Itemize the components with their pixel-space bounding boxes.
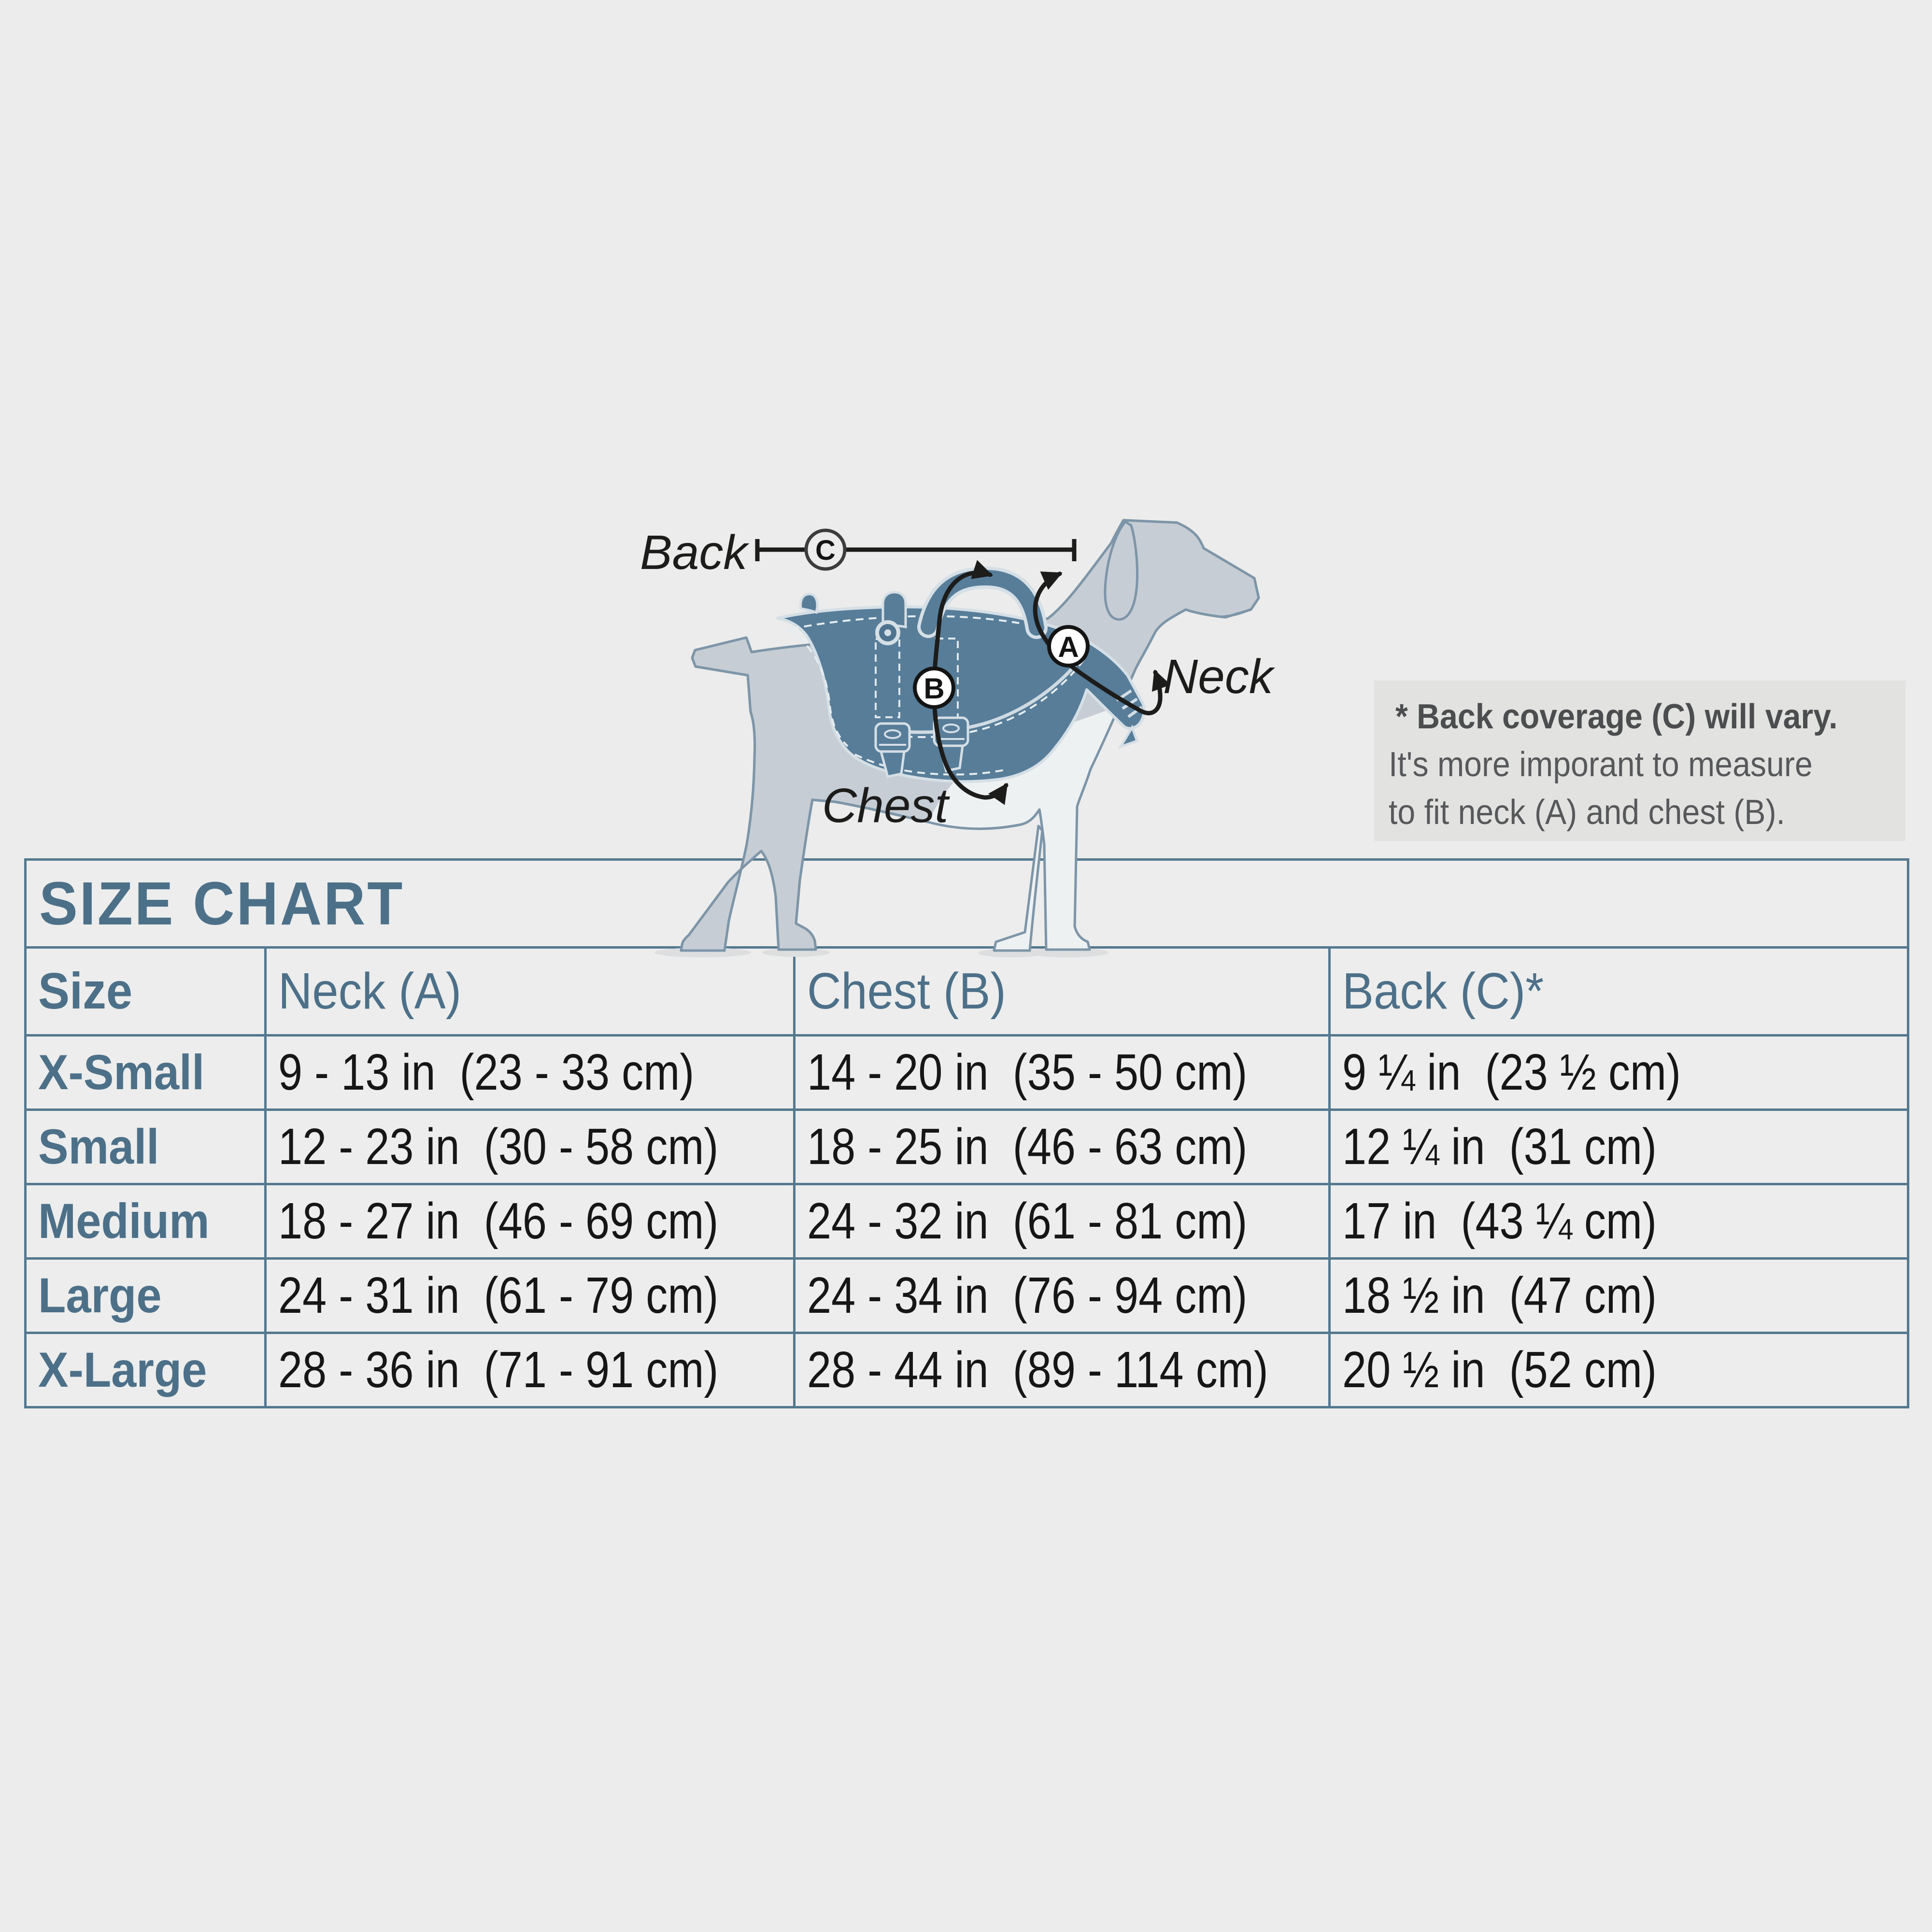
back-value-cell: 18 ½ in (47 cm) [1328, 1260, 1907, 1332]
note-line-1: * Back coverage (C) will vary. [1395, 697, 1838, 736]
marker-a-badge: A [1047, 625, 1090, 668]
neck-value-cell: 18 - 27 in (46 - 69 cm) [264, 1185, 793, 1257]
neck-label: Neck [1163, 650, 1276, 704]
grommet-hole [884, 629, 891, 636]
chest-label: Chest [822, 779, 950, 833]
neck-strap-tail [1118, 724, 1139, 749]
chest-value-cell: 18 - 25 in (46 - 63 cm) [793, 1111, 1328, 1183]
column-header-neck: Neck (A) [264, 949, 793, 1034]
table-header-row: Size Neck (A) Chest (B) Back (C)* [27, 946, 1907, 1034]
size-chart-title-row: SIZE CHART [27, 861, 1907, 946]
column-header-size: Size [38, 963, 133, 1020]
chest-value-cell: 28 - 44 in (89 - 114 cm) [793, 1334, 1328, 1406]
column-header-chest: Chest (B) [793, 949, 1328, 1034]
chest-value-cell: 24 - 32 in (61 - 81 cm) [793, 1185, 1328, 1257]
note-line-3: to fit neck (A) and chest (B). [1389, 793, 1785, 832]
marker-c-badge: C [804, 528, 847, 571]
dog-measurement-diagram: C A B Back Neck Chest [640, 519, 1276, 957]
back-label: Back [640, 526, 750, 580]
size-label-cell: X-Large [38, 1342, 207, 1397]
marker-b-badge: B [913, 667, 955, 709]
back-value-cell: 9 ¼ in (23 ½ cm) [1328, 1037, 1907, 1108]
neck-value-cell: 12 - 23 in (30 - 58 cm) [264, 1111, 793, 1183]
svg-text:B: B [923, 672, 944, 705]
table-row: Small 12 - 23 in (30 - 58 cm) 18 - 25 in… [27, 1108, 1907, 1183]
table-row: Medium 18 - 27 in (46 - 69 cm) 24 - 32 i… [27, 1183, 1907, 1257]
neck-arrow [1033, 571, 1171, 715]
size-chart-table: SIZE CHART Size Neck (A) Chest (B) Back … [24, 858, 1909, 1408]
back-measurement-line [755, 539, 1077, 561]
chest-arrow [932, 560, 1009, 805]
size-label-cell: Small [38, 1119, 159, 1174]
jacket-strap-channel [875, 638, 900, 718]
chest-value-cell: 14 - 20 in (35 - 50 cm) [793, 1037, 1328, 1108]
back-value-cell: 20 ½ in (52 cm) [1328, 1334, 1907, 1406]
belly-buckle [874, 722, 911, 778]
note-line-2: It's more imporant to measure [1389, 745, 1813, 784]
dog-far-front-leg [993, 824, 1044, 952]
dog-ear [1104, 520, 1139, 621]
chest-value-cell: 24 - 34 in (76 - 94 cm) [793, 1260, 1328, 1332]
column-header-back: Back (C)* [1328, 949, 1907, 1034]
table-row: X-Small 9 - 13 in (23 - 33 cm) 14 - 20 i… [27, 1034, 1907, 1108]
table-row: X-Large 28 - 36 in (71 - 91 cm) 28 - 44 … [27, 1332, 1907, 1406]
back-coverage-note: * Back coverage (C) will vary. It's more… [1374, 681, 1905, 841]
neck-value-cell: 28 - 36 in (71 - 91 cm) [264, 1334, 793, 1406]
page-title: SIZE CHART [39, 869, 405, 938]
size-label-cell: Medium [38, 1193, 210, 1249]
jacket-rear-loop [799, 593, 819, 614]
svg-text:A: A [1058, 631, 1079, 663]
table-row: Large 24 - 31 in (61 - 79 cm) 24 - 34 in… [27, 1257, 1907, 1332]
back-value-cell: 17 in (43 ¼ cm) [1328, 1185, 1907, 1257]
neck-value-cell: 24 - 31 in (61 - 79 cm) [264, 1260, 793, 1332]
size-label-cell: Large [38, 1268, 162, 1323]
dog-outline-overlay [680, 519, 1260, 952]
neck-value-cell: 9 - 13 in (23 - 33 cm) [264, 1037, 793, 1108]
svg-text:C: C [815, 535, 836, 566]
size-label-cell: X-Small [38, 1045, 205, 1100]
back-value-cell: 12 ¼ in (31 cm) [1328, 1111, 1907, 1183]
dog-mouth-line [1221, 608, 1250, 618]
